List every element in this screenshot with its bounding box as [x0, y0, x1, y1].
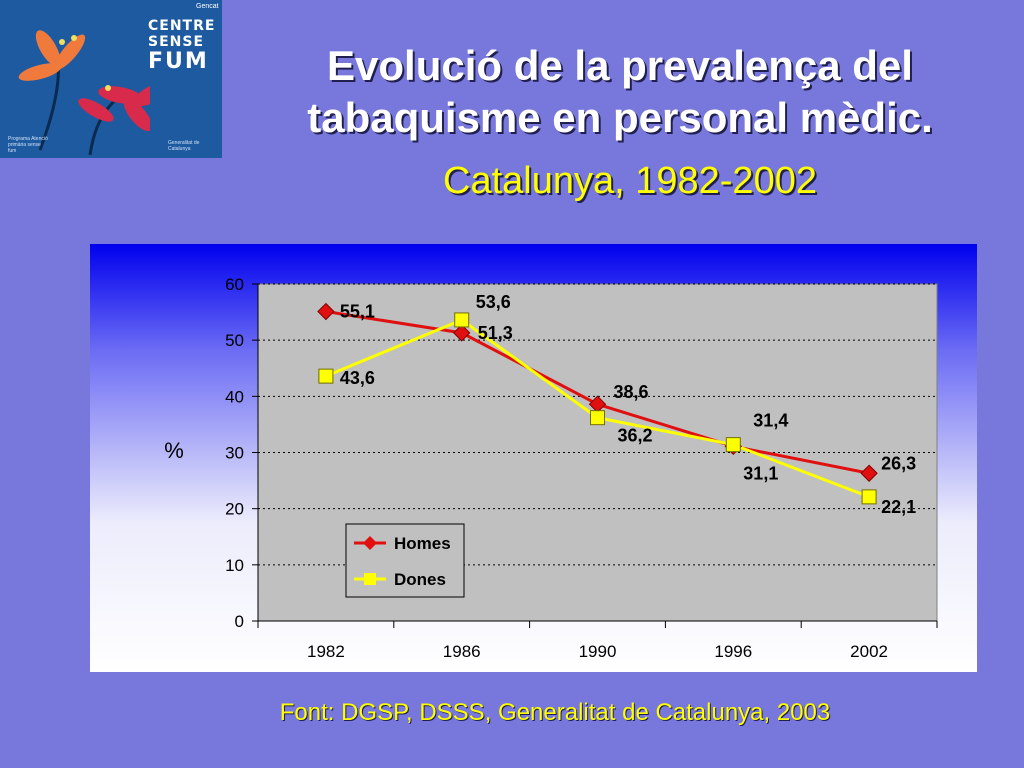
logo-brand-text: CENTRE SENSE FUM	[148, 18, 218, 74]
y-tick-label: 20	[225, 500, 244, 519]
y-tick-label: 50	[225, 331, 244, 350]
gov-mark: Gencat	[196, 3, 219, 10]
chart-container: 0 10 20 30 40 50 60% 1982 1986 1990 1996 2002 55,1 5…	[90, 244, 977, 672]
marker-homes	[317, 302, 335, 321]
legend-marker	[363, 536, 377, 550]
marker-homes	[860, 464, 878, 482]
marker-dones	[861, 489, 877, 505]
data-label-dones: 22,1	[881, 497, 916, 517]
slide-title: Evolució de la prevalença del tabaquisme…	[307, 42, 933, 141]
legend-marker	[364, 573, 376, 585]
x-tick-label: 1996	[714, 642, 752, 661]
logo-small-right: Generalitat de Catalunya	[168, 140, 200, 152]
data-label-dones: 53,6	[476, 292, 511, 312]
y-tick-label: 30	[225, 444, 244, 463]
line-chart: 0 10 20 30 40 50 60% 1982 1986 1990 1996 2002 55,1 5…	[164, 275, 938, 661]
data-label-homes: 51,3	[478, 323, 513, 343]
legend-label: Homes	[394, 534, 451, 553]
data-label-dones: 31,4	[753, 411, 788, 431]
data-label-dones: 36,2	[618, 426, 653, 446]
marker-dones	[725, 437, 741, 453]
data-label-homes: 38,6	[614, 382, 649, 402]
logo-brand-line3: FUM	[148, 49, 209, 74]
data-label-homes: 55,1	[340, 302, 375, 322]
logo-small-text: Programa Atenció primària sense fum	[8, 136, 48, 154]
logo-brand-line2: SENSE	[148, 34, 205, 50]
x-tick-label: 2002	[850, 642, 888, 661]
data-label-homes: 31,1	[743, 463, 778, 483]
source-note: Font: DGSP, DSSS, Generalitat de Catalun…	[279, 699, 831, 726]
data-label-homes: 26,3	[881, 453, 916, 473]
data-label-dones: 43,6	[340, 368, 375, 388]
centre-sense-fum-logo: Gencat CENTRE SENSE FUM Programa Atenció…	[0, 0, 222, 158]
y-tick-label: 40	[225, 387, 244, 406]
marker-homes	[452, 324, 471, 342]
marker-dones	[454, 312, 470, 328]
y-tick-label: 10	[225, 556, 244, 575]
logo-brand-line1: CENTRE	[148, 18, 216, 34]
y-tick-label: 60	[225, 275, 244, 294]
flower-illustration-icon	[18, 30, 167, 156]
marker-dones	[318, 368, 334, 384]
y-axis-label: %	[164, 438, 184, 463]
slide-subtitle: Catalunya, 1982-2002	[443, 160, 817, 202]
marker-dones	[590, 410, 605, 426]
x-tick-label: 1990	[579, 642, 617, 661]
legend-label: Dones	[394, 570, 446, 589]
x-tick-label: 1986	[443, 642, 481, 661]
y-tick-label: 0	[235, 612, 244, 631]
x-tick-label: 1982	[307, 642, 345, 661]
